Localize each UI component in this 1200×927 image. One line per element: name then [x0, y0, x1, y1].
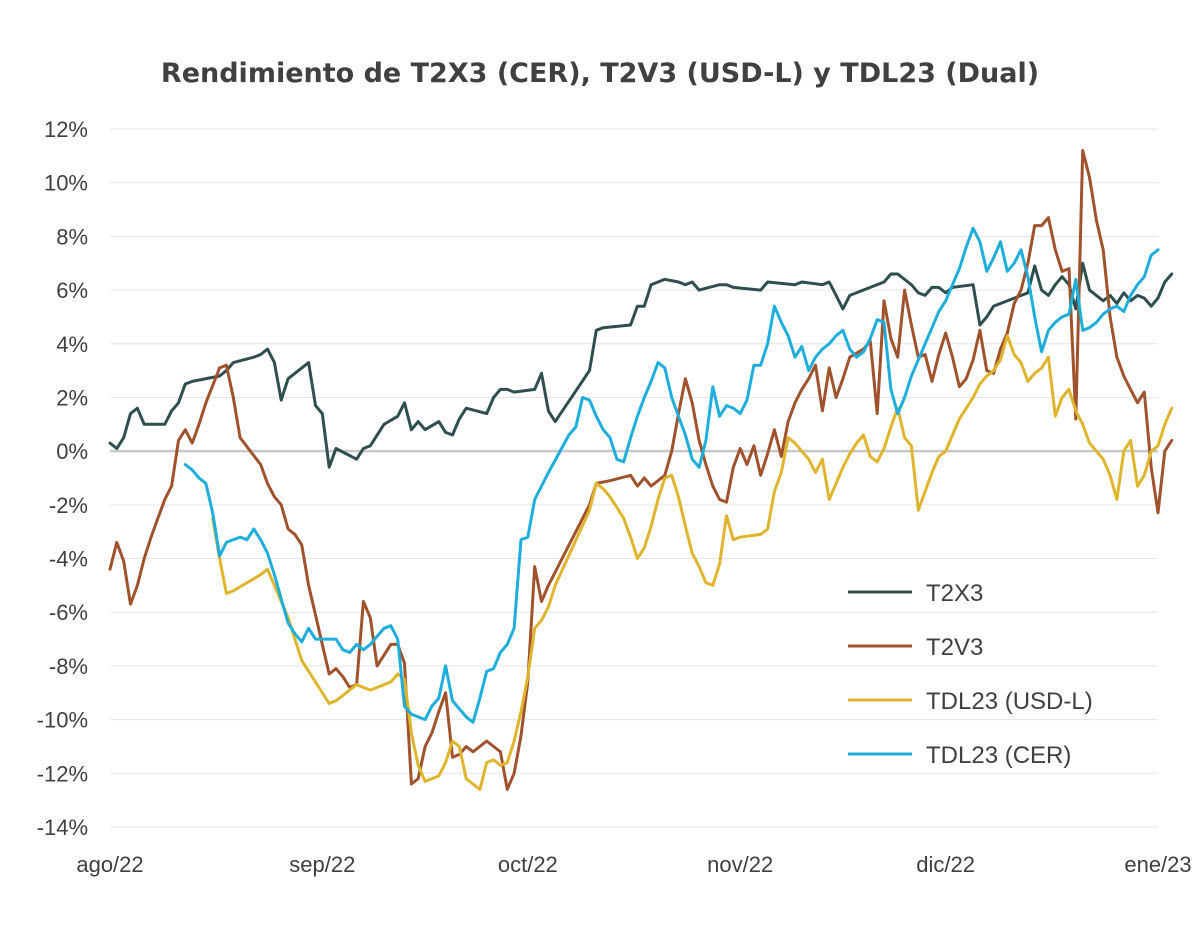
series-line-t2x3 [108, 261, 1174, 469]
legend-label: TDL23 (CER) [926, 742, 1071, 769]
x-tick-label: nov/22 [707, 852, 773, 877]
x-tick-label: dic/22 [916, 852, 975, 877]
y-tick-label: 6% [56, 278, 88, 303]
series-line-tdl23-usd-l [211, 334, 1174, 791]
series-lines [108, 149, 1174, 791]
legend-label: TDL23 (USD-L) [926, 688, 1093, 715]
legend: T2X3 T2V3 TDL23 (USD-L) TDL23 (CER) [848, 580, 1093, 769]
chart-title: Rendimiento de T2X3 (CER), T2V3 (USD-L) … [161, 58, 1039, 89]
y-tick-label: -2% [49, 493, 88, 518]
y-tick-label: 2% [56, 385, 88, 410]
x-tick-label: ago/22 [76, 852, 143, 877]
y-tick-label: 8% [56, 224, 88, 249]
y-tick-label: -4% [49, 547, 88, 572]
x-tick-label: oct/22 [498, 852, 558, 877]
y-tick-label: -8% [49, 654, 88, 679]
y-tick-label: -10% [37, 708, 88, 733]
x-axis-tick-labels: ago/22 sep/22 oct/22 nov/22 dic/22 ene/23 [76, 852, 1191, 877]
y-tick-label: -12% [37, 761, 88, 786]
legend-label: T2V3 [926, 634, 983, 661]
gridlines [110, 128, 1158, 828]
y-tick-label: 4% [56, 332, 88, 357]
y-tick-label: 10% [44, 171, 88, 196]
y-tick-label: -6% [49, 600, 88, 625]
x-tick-label: sep/22 [289, 852, 355, 877]
y-axis-tick-labels: 12% 10% 8% 6% 4% 2% 0% -2% -4% -6% -8% -10% -12% -14% [37, 117, 88, 840]
y-tick-label: 12% [44, 117, 88, 142]
x-tick-label: ene/23 [1124, 852, 1191, 877]
y-tick-label: 0% [56, 439, 88, 464]
legend-label: T2X3 [926, 580, 983, 607]
y-tick-label: -14% [37, 815, 88, 840]
series-line-tdl23-cer [183, 226, 1160, 724]
